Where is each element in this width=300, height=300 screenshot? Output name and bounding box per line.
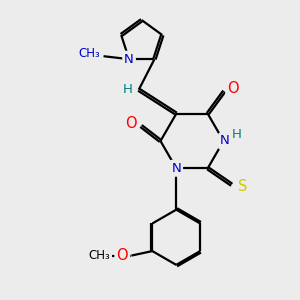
Text: N: N xyxy=(220,134,230,148)
Text: CH₃: CH₃ xyxy=(88,249,110,262)
Text: O: O xyxy=(227,81,239,96)
Text: N: N xyxy=(124,53,134,66)
Text: H: H xyxy=(122,83,132,96)
Text: N: N xyxy=(171,162,181,175)
Text: S: S xyxy=(238,179,247,194)
Text: O: O xyxy=(116,248,128,263)
Text: O: O xyxy=(125,116,136,130)
Text: H: H xyxy=(232,128,242,142)
Text: CH₃: CH₃ xyxy=(78,47,100,60)
